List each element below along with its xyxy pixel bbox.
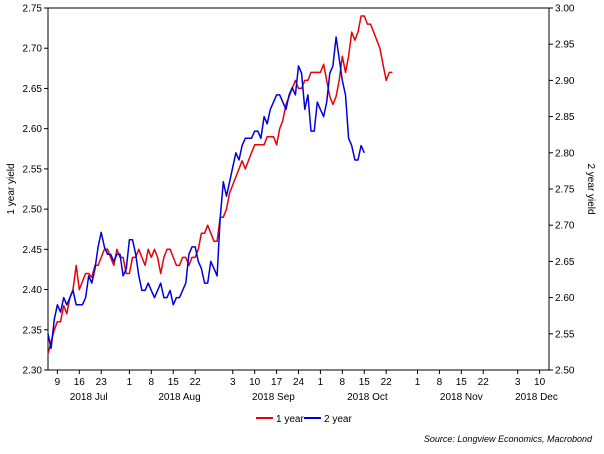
y-left-tick-label: 2.75: [23, 4, 43, 15]
x-month-label: 2018 Sep: [252, 392, 295, 403]
series-line-2-year: [47, 36, 365, 350]
x-tick-label: 10: [249, 377, 261, 388]
x-tick-label: 15: [168, 377, 180, 388]
y-left-axis: 2.30 2.35 2.40 2.45 2.50 2.55 2.60 2.65 2.70 2.75: [23, 4, 48, 377]
y-right-tick-label: 2.60: [555, 293, 575, 304]
x-tick-label: 24: [293, 377, 305, 388]
x-tick-label: 17: [271, 377, 283, 388]
x-tick-label: 22: [381, 377, 393, 388]
y-right-axis: 2.50 2.55 2.60 2.65 2.70 2.75 2.80 2.85 2.90 2.95…: [549, 4, 575, 377]
x-month-label: 2018 Oct: [347, 392, 388, 403]
legend: 1 year 2 year: [256, 414, 352, 425]
x-month-label: 2018 Dec: [515, 392, 558, 403]
x-tick-label: 1: [318, 377, 324, 388]
x-tick-label: 22: [190, 377, 202, 388]
x-tick-label: 3: [230, 377, 236, 388]
y-right-axis-title: 2 year yield: [585, 163, 596, 214]
y-left-tick-label: 2.65: [23, 84, 43, 95]
x-tick-label: 1: [415, 377, 421, 388]
y-left-tick-label: 2.50: [23, 205, 43, 216]
x-tick-label: 8: [437, 377, 443, 388]
x-tick-label: 10: [534, 377, 546, 388]
x-tick-label: 8: [149, 377, 155, 388]
x-tick-label: 3: [515, 377, 521, 388]
y-right-tick-label: 2.95: [555, 40, 575, 51]
x-tick-label: 8: [340, 377, 346, 388]
y-left-tick-label: 2.45: [23, 245, 43, 256]
x-tick-label: 16: [74, 377, 86, 388]
x-month-label: 2018 Nov: [440, 392, 483, 403]
y-right-tick-label: 2.80: [555, 148, 575, 159]
y-right-tick-label: 2.70: [555, 221, 575, 232]
y-right-tick-label: 3.00: [555, 4, 575, 15]
y-right-tick-label: 2.90: [555, 76, 575, 87]
legend-label-2-year: 2 year: [324, 414, 352, 425]
y-left-tick-label: 2.70: [23, 44, 43, 55]
x-axis: 9 16 23 1 8 15 22 3 10 17 24 1 8 15 22 1 8 15 22 3 10 2018 Ju…: [55, 370, 558, 403]
y-right-tick-label: 2.65: [555, 257, 575, 268]
y-right-tick-label: 2.75: [555, 185, 575, 196]
x-tick-label: 15: [359, 377, 371, 388]
y-right-tick-label: 2.55: [555, 329, 575, 340]
y-right-tick-label: 2.50: [555, 366, 575, 377]
y-left-tick-label: 2.60: [23, 124, 43, 135]
x-tick-label: 9: [55, 377, 61, 388]
y-left-tick-label: 2.55: [23, 164, 43, 175]
y-right-tick-label: 2.85: [555, 112, 575, 123]
x-tick-label: 15: [456, 377, 468, 388]
y-left-axis-title: 1 year yield: [6, 163, 17, 214]
source-note: Source: Longview Economics, Macrobond: [424, 434, 593, 444]
y-left-tick-label: 2.35: [23, 325, 43, 336]
x-month-label: 2018 Jul: [70, 392, 108, 403]
plot-frame: [47, 7, 550, 371]
x-month-label: 2018 Aug: [158, 392, 200, 403]
legend-label-1-year: 1 year: [276, 414, 304, 425]
x-tick-label: 22: [478, 377, 490, 388]
series-layer: [47, 15, 393, 355]
y-left-tick-label: 2.30: [23, 366, 43, 377]
y-left-tick-label: 2.40: [23, 285, 43, 296]
x-tick-label: 1: [127, 377, 133, 388]
x-tick-label: 23: [96, 377, 108, 388]
